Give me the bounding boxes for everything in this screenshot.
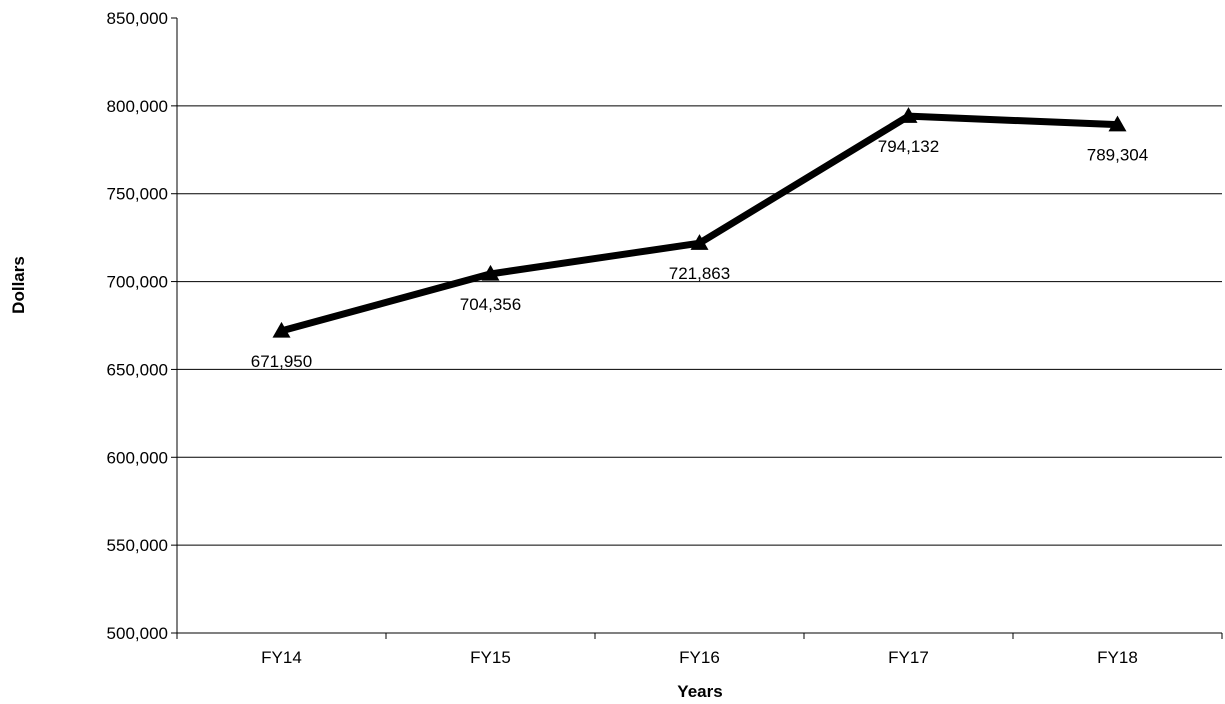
data-label: 794,132 (878, 137, 939, 156)
y-tick-label: 750,000 (107, 185, 168, 204)
y-tick-label: 550,000 (107, 536, 168, 555)
y-tick-label: 650,000 (107, 360, 168, 379)
data-markers (272, 107, 1127, 338)
data-label: 721,863 (669, 264, 730, 283)
y-axis-ticks: 500,000 550,000 600,000 650,000 700,000 750,0… (107, 9, 177, 643)
y-tick-label: 500,000 (107, 624, 168, 643)
data-point-marker (1108, 115, 1127, 132)
y-axis-title: Dollars (9, 256, 28, 314)
data-point-marker (272, 321, 291, 338)
data-label: 789,304 (1087, 146, 1148, 165)
x-tick-label: FY14 (261, 648, 302, 667)
gridlines (177, 105, 1222, 546)
x-tick-label: FY16 (679, 648, 720, 667)
y-tick-label: 700,000 (107, 273, 168, 292)
data-label: 704,356 (460, 295, 521, 314)
data-point-marker (899, 107, 918, 123)
y-tick-label: 600,000 (107, 448, 168, 467)
x-tick-label: FY17 (888, 648, 929, 667)
data-point-marker (690, 234, 709, 250)
x-axis-ticks: FY14 FY15 FY16 FY17 FY18 (176, 633, 1223, 667)
y-tick-label: 850,000 (107, 9, 168, 28)
series-line (278, 112, 1121, 335)
series-polyline (278, 112, 1121, 335)
x-tick-label: FY15 (470, 648, 511, 667)
x-axis-title: Years (677, 682, 722, 701)
data-label: 671,950 (251, 352, 312, 371)
data-point-marker (481, 264, 500, 281)
data-labels: 671,950 704,356 721,863 794,132 789,304 (251, 137, 1148, 371)
y-tick-label: 800,000 (107, 97, 168, 116)
x-tick-label: FY18 (1097, 648, 1138, 667)
